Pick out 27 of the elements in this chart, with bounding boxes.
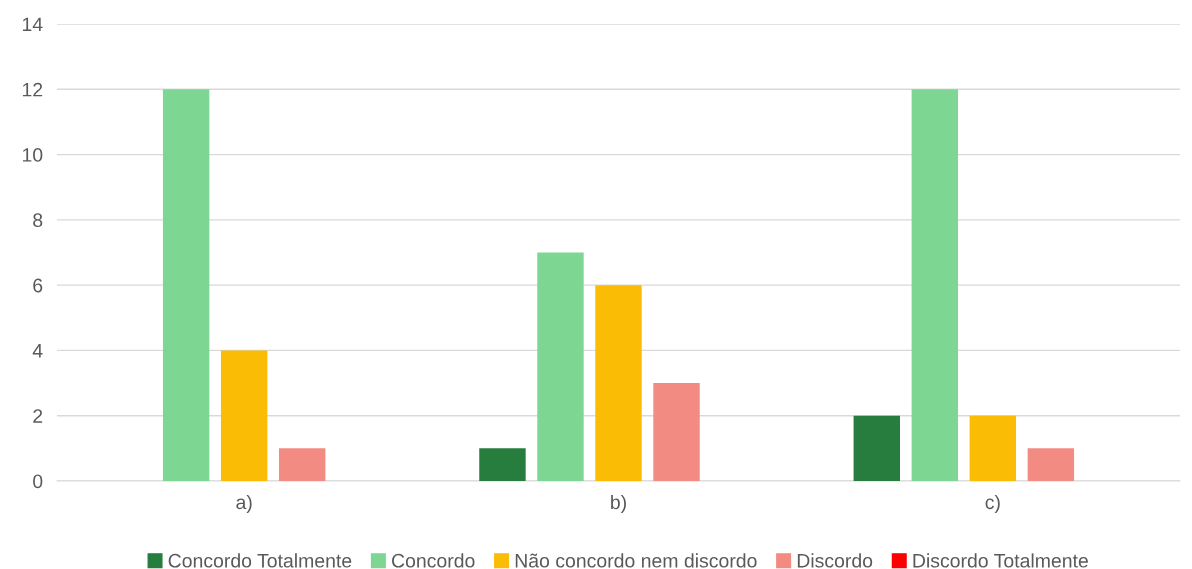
bar: [220, 350, 268, 481]
y-tick-label: 12: [22, 82, 43, 97]
y-tick-label: 2: [33, 409, 43, 423]
y-tick-label: 6: [33, 278, 43, 293]
bar: [278, 448, 326, 481]
bar: [911, 89, 959, 481]
legend-label: Não concordo nem discordo: [515, 553, 757, 568]
y-tick-label: 4: [32, 344, 43, 358]
bar: [969, 415, 1017, 481]
bar: [853, 415, 900, 481]
bar: [595, 285, 642, 481]
bar: [162, 89, 210, 481]
x-tick-label: c): [985, 494, 1000, 514]
y-tick-label: 0: [33, 474, 43, 489]
y-tick-label: 14: [22, 17, 43, 32]
y-tick-label: 10: [22, 148, 43, 162]
legend-label: Concordo Totalmente: [168, 553, 352, 568]
legend-label: Discordo Totalmente: [913, 553, 1088, 568]
legend-label: Discordo: [797, 553, 873, 568]
x-tick-label: b): [611, 494, 626, 514]
legend-label: Concordo: [392, 553, 475, 568]
y-tick-label: 8: [33, 213, 43, 228]
bar: [653, 383, 700, 481]
bar: [1027, 448, 1075, 481]
x-tick-label: a): [236, 494, 252, 514]
bar: [537, 252, 584, 481]
bar: [479, 448, 526, 481]
